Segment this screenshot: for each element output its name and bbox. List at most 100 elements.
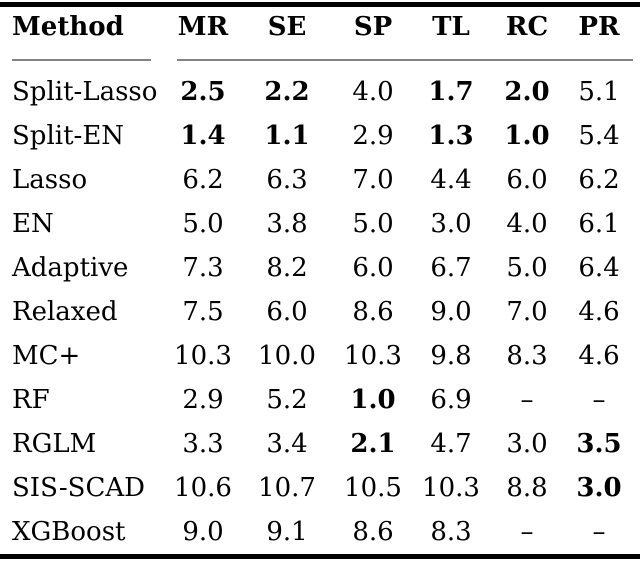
table-row: XGBoost 9.0 9.1 8.6 8.3 – – [0,510,633,554]
value-cell: 9.0 [430,297,472,327]
value-cell: 7.3 [182,253,224,283]
value-cell: 2.1 [350,429,396,459]
value-cell: 9.8 [430,341,472,371]
header-midrule-metrics [177,59,633,61]
value-cell: 9.0 [182,517,224,547]
table-row: SIS-SCAD 10.6 10.7 10.5 10.3 8.8 3.0 [0,466,633,510]
value-cell: – [520,385,534,415]
value-cell: 2.5 [180,77,226,107]
method-cell: RF [12,385,50,415]
value-cell: 1.0 [504,121,550,151]
value-cell: 5.0 [352,209,394,239]
value-cell: 1.3 [428,121,474,151]
value-cell: 8.8 [506,473,548,503]
table-row: MC+ 10.3 10.0 10.3 9.8 8.3 4.6 [0,334,633,378]
table-row: RF 2.9 5.2 1.0 6.9 – – [0,378,633,422]
value-cell: 10.5 [344,473,402,503]
value-cell: 5.0 [506,253,548,283]
value-cell: 6.0 [266,297,308,327]
value-cell: 6.0 [352,253,394,283]
value-cell: 4.6 [578,341,620,371]
value-cell: 6.1 [578,209,620,239]
table-row: Adaptive 7.3 8.2 6.0 6.7 5.0 6.4 [0,246,633,290]
value-cell: 8.3 [506,341,548,371]
table-row: Lasso 6.2 6.3 7.0 4.4 6.0 6.2 [0,158,633,202]
value-cell: 6.2 [182,165,224,195]
method-cell: Adaptive [12,253,129,283]
value-cell: 10.0 [258,341,316,371]
header-row: Method MR SE SP TL RC PR [0,7,633,70]
value-cell: 8.6 [352,517,394,547]
method-cell: EN [12,209,54,239]
value-cell: 3.4 [266,429,308,459]
value-cell: 5.2 [266,385,308,415]
value-cell: 6.7 [430,253,472,283]
method-cell: SIS-SCAD [12,473,145,503]
table-bottom-rule [0,554,640,559]
value-cell: 5.0 [182,209,224,239]
table-row: EN 5.0 3.8 5.0 3.0 4.0 6.1 [0,202,633,246]
value-cell: 2.9 [182,385,224,415]
value-cell: 3.0 [430,209,472,239]
method-cell: Split-Lasso [12,77,158,107]
value-cell: 6.2 [578,165,620,195]
value-cell: 4.0 [352,77,394,107]
column-header-pr: PR [578,12,620,42]
results-table: Method MR SE SP TL RC PR Split-Lasso 2.5 2.2 4.0 1… [0,7,633,554]
value-cell: 5.4 [578,121,620,151]
value-cell: 7.0 [506,297,548,327]
value-cell: 2.2 [264,77,310,107]
table-body: Split-Lasso 2.5 2.2 4.0 1.7 2.0 5.1 Split-EN 1.4… [0,70,633,554]
value-cell: 5.1 [578,77,620,107]
value-cell: 1.4 [180,121,226,151]
value-cell: 6.3 [266,165,308,195]
table-top-rule [0,2,640,7]
value-cell: – [592,385,606,415]
table-row: Split-Lasso 2.5 2.2 4.0 1.7 2.0 5.1 [0,70,633,114]
method-cell: Split-EN [12,121,125,151]
value-cell: 4.0 [506,209,548,239]
method-cell: MC+ [12,341,81,371]
value-cell: 3.3 [182,429,224,459]
table-row: Split-EN 1.4 1.1 2.9 1.3 1.0 5.4 [0,114,633,158]
value-cell: 9.1 [266,517,308,547]
value-cell: 3.5 [576,429,622,459]
value-cell: 3.8 [266,209,308,239]
value-cell: – [592,517,606,547]
value-cell: 2.9 [352,121,394,151]
value-cell: 8.6 [352,297,394,327]
value-cell: 6.0 [506,165,548,195]
method-cell: RGLM [12,429,97,459]
table-row: Relaxed 7.5 6.0 8.6 9.0 7.0 4.6 [0,290,633,334]
value-cell: – [520,517,534,547]
value-cell: 10.3 [344,341,402,371]
value-cell: 10.6 [174,473,232,503]
value-cell: 4.4 [430,165,472,195]
column-header-rc: RC [505,12,549,42]
value-cell: 10.3 [174,341,232,371]
method-cell: XGBoost [12,517,126,547]
value-cell: 4.7 [430,429,472,459]
value-cell: 7.0 [352,165,394,195]
value-cell: 10.3 [422,473,480,503]
column-header-sp: SP [353,12,393,42]
value-cell: 8.2 [266,253,308,283]
value-cell: 8.3 [430,517,472,547]
method-cell: Lasso [12,165,88,195]
value-cell: 1.7 [428,77,474,107]
value-cell: 6.9 [430,385,472,415]
value-cell: 6.4 [578,253,620,283]
column-header-method: Method [12,12,124,42]
value-cell: 7.5 [182,297,224,327]
value-cell: 10.7 [258,473,316,503]
value-cell: 1.0 [350,385,396,415]
header-midrule-method [12,59,151,61]
value-cell: 3.0 [576,473,622,503]
value-cell: 3.0 [506,429,548,459]
value-cell: 4.6 [578,297,620,327]
column-header-mr: MR [177,12,229,42]
column-header-se: SE [267,12,307,42]
table-row: RGLM 3.3 3.4 2.1 4.7 3.0 3.5 [0,422,633,466]
value-cell: 2.0 [504,77,550,107]
